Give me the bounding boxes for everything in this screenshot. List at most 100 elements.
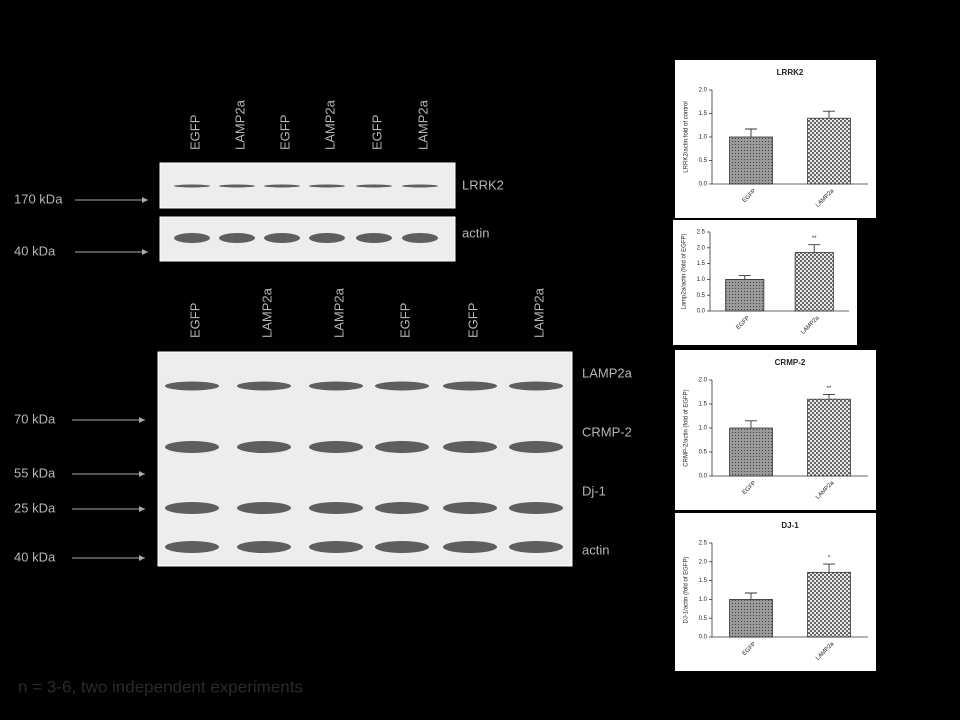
band-label: Dj-1 xyxy=(582,483,606,498)
band xyxy=(309,381,363,391)
arrow-head xyxy=(139,555,145,561)
band xyxy=(219,233,255,243)
band xyxy=(165,441,219,453)
band xyxy=(309,502,363,514)
error-bar xyxy=(745,592,757,600)
lane-label: EGFP xyxy=(187,303,202,338)
footnote: n = 3-6, two independent experiments xyxy=(18,677,303,696)
error-bar xyxy=(823,563,835,573)
band xyxy=(237,502,291,514)
band xyxy=(309,441,363,453)
y-tick-label: 0.0 xyxy=(699,182,708,188)
chart-title: DJ-1 xyxy=(781,521,799,530)
y-tick-label: 0.0 xyxy=(697,309,706,315)
lane-label: LAMP2a xyxy=(232,99,247,150)
y-tick-label: 0.5 xyxy=(697,293,706,299)
bar xyxy=(729,427,773,477)
bar xyxy=(725,278,765,312)
band xyxy=(264,184,300,188)
lane-label: EGFP xyxy=(277,115,292,150)
band xyxy=(509,541,563,553)
band xyxy=(402,233,438,243)
y-tick-label: 0.5 xyxy=(699,450,708,456)
y-tick-label: 0.0 xyxy=(699,474,708,480)
band xyxy=(219,184,255,188)
y-axis-label: CRMP-2/actin (fold of EGFP) xyxy=(684,389,690,466)
significance: ** xyxy=(827,386,832,392)
band xyxy=(237,381,291,391)
y-tick-label: 1.5 xyxy=(697,261,706,267)
band xyxy=(509,441,563,453)
band xyxy=(309,541,363,553)
arrow-head xyxy=(139,471,145,477)
band xyxy=(165,381,219,391)
y-axis-label: DJ-1/actin (fold of EGFP) xyxy=(684,556,690,623)
y-tick-label: 1.5 xyxy=(699,111,708,117)
band xyxy=(165,502,219,514)
band-label: LRRK2 xyxy=(462,177,504,192)
band xyxy=(443,441,497,453)
y-axis-label: LRRK2/actin fold of control xyxy=(684,101,690,172)
band-label: actin xyxy=(582,542,609,557)
y-tick-label: 0.0 xyxy=(699,635,708,641)
y-tick-label: 1.0 xyxy=(699,426,708,432)
band xyxy=(237,441,291,453)
lane-label: LAMP2a xyxy=(415,99,430,150)
band xyxy=(443,541,497,553)
error-bar xyxy=(745,128,757,137)
significance: * xyxy=(828,556,831,562)
error-bar xyxy=(745,420,757,428)
blot-image xyxy=(157,351,573,567)
error-bar xyxy=(823,110,835,119)
lane-label: EGFP xyxy=(465,303,480,338)
y-tick-label: 2.0 xyxy=(699,559,708,565)
band xyxy=(174,233,210,243)
lane-label: EGFP xyxy=(187,115,202,150)
marker-label: 40 kDa xyxy=(14,549,56,564)
band-label: CRMP-2 xyxy=(582,424,632,439)
y-tick-label: 1.0 xyxy=(699,135,708,141)
y-axis-label: Lamp2a/actin (fold of EGFP) xyxy=(682,233,688,309)
band xyxy=(174,184,210,188)
band xyxy=(165,541,219,553)
band xyxy=(402,184,438,188)
arrow-head xyxy=(139,417,145,423)
y-tick-label: 1.5 xyxy=(699,578,708,584)
error-bar xyxy=(738,275,751,280)
bar xyxy=(807,398,851,477)
lane-label: LAMP2a xyxy=(259,287,274,338)
band xyxy=(509,381,563,391)
band xyxy=(443,381,497,391)
bar xyxy=(729,136,773,185)
y-tick-label: 2.5 xyxy=(697,230,706,236)
marker-label: 70 kDa xyxy=(14,411,56,426)
bar xyxy=(807,571,851,638)
marker-label: 40 kDa xyxy=(14,243,56,258)
band-label: LAMP2a xyxy=(582,365,633,380)
band xyxy=(237,541,291,553)
marker-label: 170 kDa xyxy=(14,191,63,206)
y-tick-label: 1.0 xyxy=(697,277,706,283)
significance: ** xyxy=(812,236,817,242)
marker-label: 55 kDa xyxy=(14,465,56,480)
band xyxy=(509,502,563,514)
band xyxy=(309,233,345,243)
bar xyxy=(729,599,773,638)
band xyxy=(375,541,429,553)
band xyxy=(443,502,497,514)
lane-label: EGFP xyxy=(397,303,412,338)
band xyxy=(309,184,345,188)
y-tick-label: 2.0 xyxy=(699,378,708,384)
y-tick-label: 1.0 xyxy=(699,597,708,603)
lane-label: EGFP xyxy=(369,115,384,150)
lane-label: LAMP2a xyxy=(331,287,346,338)
y-tick-label: 1.5 xyxy=(699,402,708,408)
lane-label: LAMP2a xyxy=(531,287,546,338)
error-bar xyxy=(823,393,835,400)
band xyxy=(356,184,392,188)
band xyxy=(375,502,429,514)
chart-title: CRMP-2 xyxy=(775,358,806,367)
band xyxy=(375,381,429,391)
